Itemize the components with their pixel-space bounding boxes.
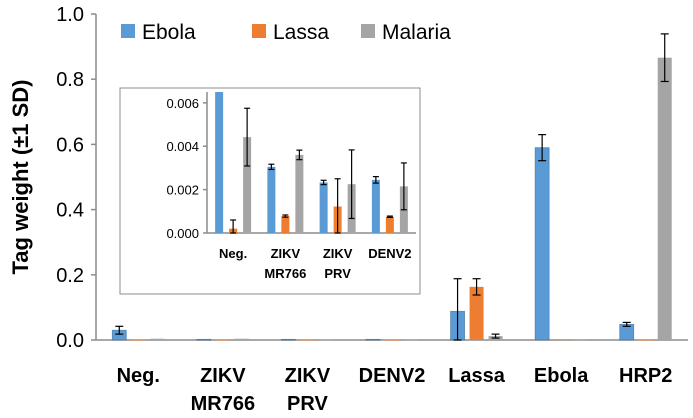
x-tick-label: Ebola [534, 365, 589, 387]
inset-bar [385, 216, 394, 233]
bar [365, 338, 381, 341]
inset-x-tick-label: PRV [324, 266, 351, 281]
legend-label: Ebola [142, 21, 196, 44]
inset-y-tick-label: 0.002 [166, 183, 199, 198]
inset-y-tick-label: 0.004 [166, 139, 199, 154]
x-tick-label: MR766 [191, 393, 255, 415]
x-tick-label: PRV [287, 393, 328, 415]
y-tick-label: 0.2 [56, 265, 84, 287]
bar [319, 339, 334, 341]
legend: Ebola Lassa Malaria [121, 21, 451, 44]
inset-bar [267, 166, 276, 233]
bar [469, 286, 484, 340]
legend-label: Malaria [382, 21, 451, 44]
legend-swatch [361, 24, 375, 38]
inset-bar [295, 154, 304, 233]
inset-bar [319, 182, 328, 233]
inset-x-tick-label: MR766 [264, 266, 306, 281]
y-axis-title: Tag weight (±1 SD) [8, 79, 33, 274]
y-tick-label: 1.0 [56, 4, 84, 26]
x-tick-label: Lassa [448, 365, 506, 387]
bar [638, 339, 653, 341]
inset-plot: 0.000 0.002 0.004 0.006 Neg. ZIKV MR766 ZIKV PRV… [119, 87, 421, 295]
inset-x-tick-label: DENV2 [368, 246, 411, 261]
y-tick-label: 0.8 [56, 69, 84, 91]
main-plot: 0.0 0.2 0.4 0.6 0.8 1.0 Tag weight (±1 SD) Neg.… [8, 4, 688, 415]
y-tick-label: 0.4 [56, 200, 84, 222]
bar [215, 339, 230, 341]
inset-x-tick-label: ZIKV [323, 246, 353, 261]
inset-x-tick-label: Neg. [219, 246, 247, 261]
y-tick-label: 0.0 [56, 330, 84, 352]
bar [385, 339, 399, 341]
bar [534, 147, 550, 341]
bar [300, 339, 315, 341]
inset-bar [215, 92, 224, 233]
x-tick-label: ZIKV [285, 365, 331, 387]
bar [150, 338, 165, 340]
bar [554, 339, 569, 341]
bar [196, 338, 212, 341]
bar [234, 338, 249, 340]
bar [281, 338, 296, 341]
y-tick-label: 0.6 [56, 134, 84, 156]
inset-bar [371, 179, 380, 233]
x-tick-label: ZIKV [200, 365, 246, 387]
bar [404, 339, 418, 341]
inset-bar [243, 137, 252, 233]
legend-swatch [121, 24, 135, 38]
x-tick-label: HRP2 [619, 365, 672, 387]
bar [573, 339, 588, 341]
inset-y-tick-label: 0.000 [166, 226, 199, 241]
inset-bar [281, 216, 290, 233]
bar [131, 339, 146, 341]
x-tick-label: DENV2 [359, 365, 426, 387]
legend-swatch [252, 24, 266, 38]
x-tick-label: Neg. [117, 365, 160, 387]
bar [657, 57, 672, 341]
legend-label: Lassa [273, 21, 329, 44]
inset-x-tick-label: ZIKV [271, 246, 301, 261]
inset-y-tick-label: 0.006 [166, 96, 199, 111]
